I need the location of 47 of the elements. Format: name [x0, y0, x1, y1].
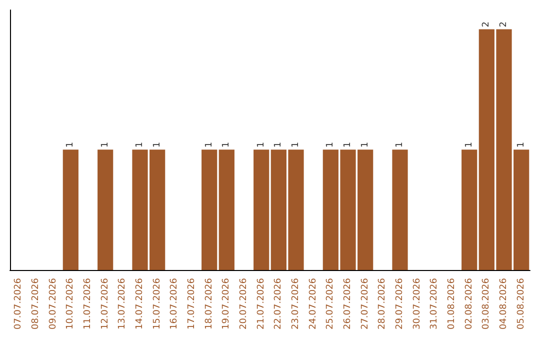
x-tick-label: 20.07.2026 [239, 278, 249, 330]
data-label: 1 [222, 142, 232, 148]
x-tick-label: 11.07.2026 [83, 278, 93, 330]
x-tick-label: 17.07.2026 [187, 278, 197, 330]
x-tick-label: 02.08.2026 [464, 278, 474, 330]
data-label: 1 [256, 142, 266, 148]
data-label: 1 [360, 142, 370, 148]
x-tick-label: 21.07.2026 [256, 278, 266, 330]
x-tick-label: 03.08.2026 [482, 278, 492, 330]
x-tick-label: 09.07.2026 [48, 278, 58, 330]
x-tick-label: 10.07.2026 [66, 278, 76, 330]
x-tick-label: 31.07.2026 [430, 278, 440, 330]
x-tick-label: 07.07.2026 [14, 278, 24, 330]
data-label: 1 [464, 142, 474, 148]
data-label: 1 [204, 142, 214, 148]
data-label: 2 [482, 22, 492, 28]
data-label: 1 [66, 142, 76, 148]
x-tick-label: 15.07.2026 [152, 278, 162, 330]
x-tick-label: 13.07.2026 [118, 278, 128, 330]
data-label: 1 [395, 142, 405, 148]
x-tick-label: 14.07.2026 [135, 278, 145, 330]
x-tick-label: 23.07.2026 [291, 278, 301, 330]
data-label: 1 [291, 142, 301, 148]
x-tick-label: 04.08.2026 [499, 278, 509, 330]
x-tick-label: 25.07.2026 [326, 278, 336, 330]
x-tick-label: 26.07.2026 [343, 278, 353, 330]
data-label: 1 [326, 142, 336, 148]
data-label: 2 [499, 22, 509, 28]
x-tick-label: 18.07.2026 [204, 278, 214, 330]
x-tick-label: 29.07.2026 [395, 278, 405, 330]
data-label: 1 [516, 142, 526, 148]
x-tick-label: 01.08.2026 [447, 278, 457, 330]
data-label: 1 [135, 142, 145, 148]
x-tick-label: 12.07.2026 [100, 278, 110, 330]
x-tick-label: 16.07.2026 [170, 278, 180, 330]
data-label: 1 [152, 142, 162, 148]
x-tick-label: 24.07.2026 [308, 278, 318, 330]
x-tick-label: 27.07.2026 [360, 278, 370, 330]
data-label: 1 [274, 142, 284, 148]
x-tick-label: 19.07.2026 [222, 278, 232, 330]
data-label: 1 [100, 142, 110, 148]
x-tick-label: 30.07.2026 [412, 278, 422, 330]
x-tick-label: 22.07.2026 [274, 278, 284, 330]
x-tick-label: 08.07.2026 [31, 278, 41, 330]
data-label: 1 [343, 142, 353, 148]
x-tick-label: 05.08.2026 [516, 278, 526, 330]
x-tick-label: 28.07.2026 [378, 278, 388, 330]
